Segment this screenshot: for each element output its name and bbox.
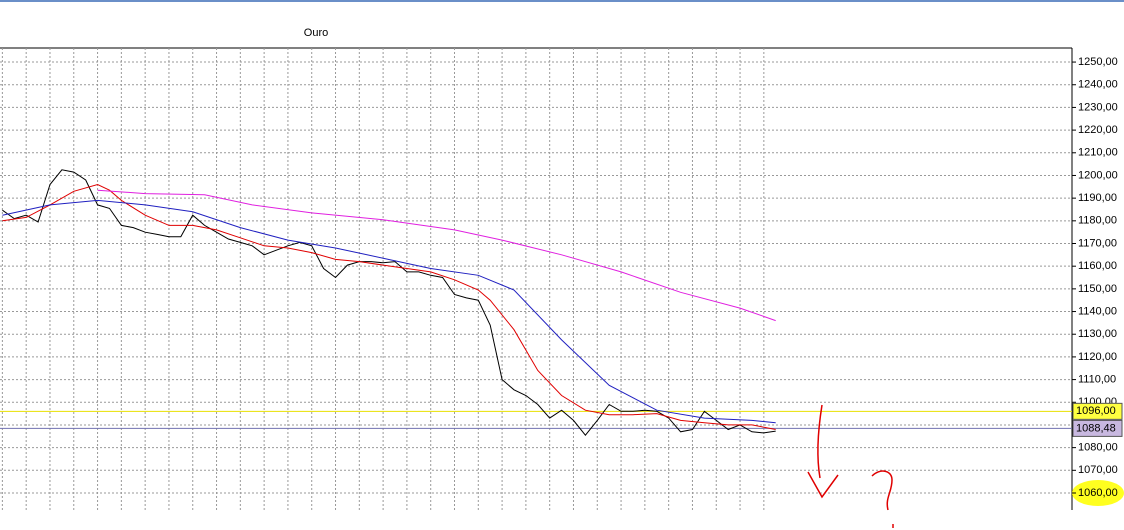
- series-line: [2, 183, 776, 430]
- y-tick-label: 1080,00: [1078, 442, 1118, 454]
- hand-question-mark: [871, 470, 894, 528]
- y-tick-label: 1250,00: [1078, 56, 1118, 68]
- value-box: [1072, 402, 1123, 420]
- value-label: 1088,48: [1076, 422, 1116, 434]
- y-tick-label: 1150,00: [1078, 283, 1117, 295]
- series-line: [2, 199, 776, 424]
- hand-arrow: [807, 404, 839, 499]
- y-tick-label: 1240,00: [1078, 79, 1118, 91]
- value-box: [1072, 419, 1123, 437]
- y-tick-label: 1070,00: [1078, 464, 1118, 476]
- y-tick-label: 1160,00: [1078, 260, 1117, 272]
- chart-title: Ouro: [304, 27, 328, 39]
- y-tick-label: 1060,00: [1078, 487, 1118, 499]
- y-tick-label: 1190,00: [1078, 192, 1117, 204]
- y-tick-label: 1230,00: [1078, 101, 1118, 113]
- y-tick-label: 1110,00: [1078, 373, 1116, 385]
- value-label: 1096,00: [1076, 405, 1116, 417]
- y-tick-label: 1170,00: [1078, 237, 1117, 249]
- series-line: [97, 189, 776, 322]
- y-tick-label: 1220,00: [1078, 124, 1118, 136]
- y-tick-label: 1130,00: [1078, 328, 1117, 340]
- y-tick-label: 1120,00: [1078, 351, 1117, 363]
- highlight: [1072, 480, 1124, 506]
- y-tick-label: 1180,00: [1078, 215, 1117, 227]
- y-tick-label: 1140,00: [1078, 305, 1117, 317]
- y-tick-label: 1200,00: [1078, 169, 1118, 181]
- grid: [0, 48, 1072, 510]
- series: [0, 169, 1072, 436]
- y-tick-label: 1210,00: [1078, 147, 1118, 159]
- series-line: [2, 169, 776, 436]
